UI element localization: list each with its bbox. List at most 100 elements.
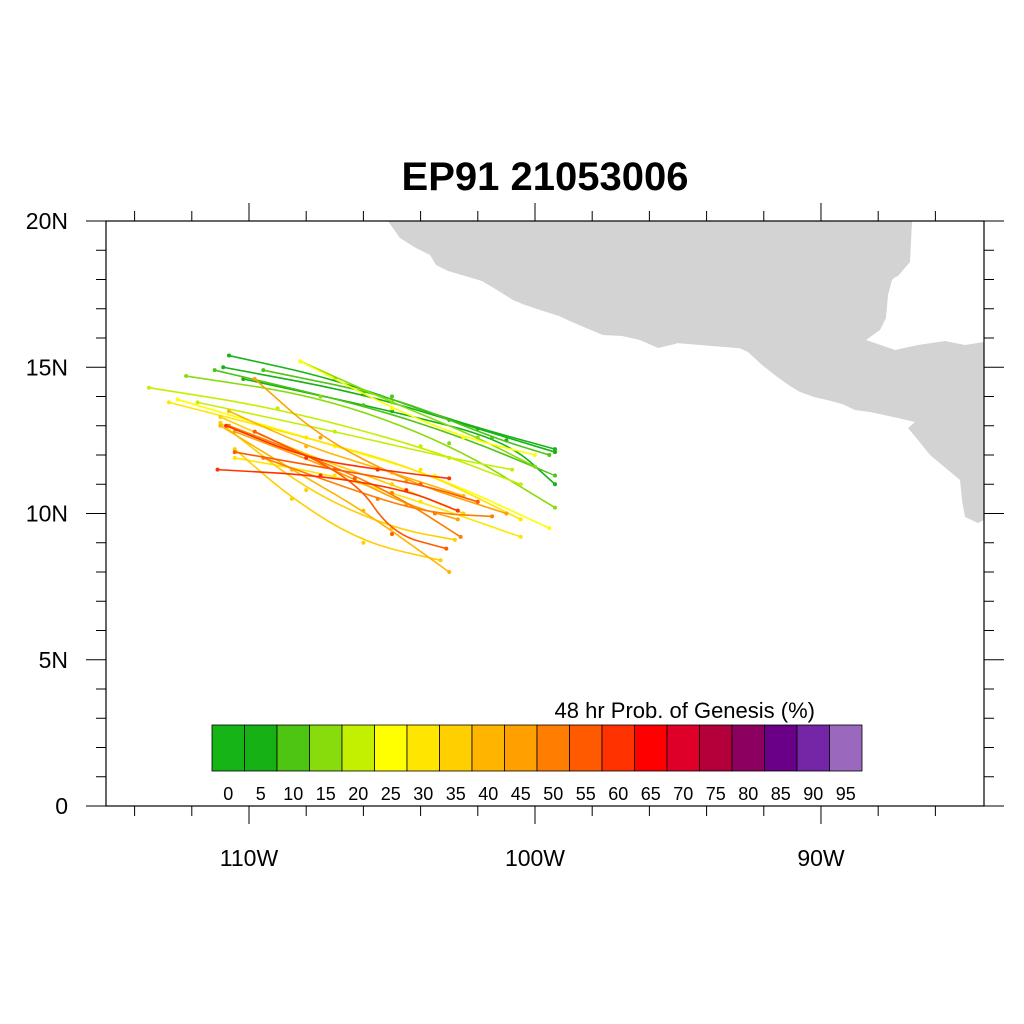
colorbar-box xyxy=(699,724,733,772)
colorbar-label: 45 xyxy=(511,784,531,804)
storm-track-point xyxy=(490,514,495,519)
storm-track-line xyxy=(219,425,450,573)
storm-track-point xyxy=(553,447,558,452)
storm-track-point xyxy=(475,499,480,504)
y-tick-label: 5N xyxy=(39,647,68,673)
x-tick-label: 100W xyxy=(505,845,565,871)
storm-track-line xyxy=(234,457,521,538)
storm-track-point xyxy=(547,526,552,531)
storm-track-point xyxy=(175,397,180,402)
storm-track-line xyxy=(300,360,536,456)
storm-track-point xyxy=(375,496,380,501)
storm-track-point xyxy=(226,353,231,358)
storm-track-point xyxy=(518,517,523,522)
colorbar-box xyxy=(666,724,700,772)
colorbar-box xyxy=(829,724,863,772)
x-tick-label: 110W xyxy=(220,845,279,871)
colorbar-box xyxy=(374,724,408,772)
colorbar-label: 35 xyxy=(446,784,466,804)
axis-ticks xyxy=(86,203,1004,824)
storm-track-point xyxy=(475,426,480,431)
storm-track-point xyxy=(455,517,460,522)
colorbar-label: 70 xyxy=(673,784,693,804)
land-layer xyxy=(388,221,984,523)
y-axis-labels: 0 5N 10N 15N 20N xyxy=(26,208,68,819)
storm-track-point xyxy=(444,546,449,551)
storm-track-point xyxy=(455,508,460,513)
storm-track-line xyxy=(197,401,513,471)
land-mexico-mainland-coast xyxy=(388,221,870,350)
storm-track-point xyxy=(218,423,223,428)
storm-track-point xyxy=(418,467,423,472)
storm-track-point xyxy=(361,508,366,513)
storm-track-point xyxy=(304,488,309,493)
land-yucatan-peninsula xyxy=(798,221,912,282)
storm-track-line xyxy=(225,425,450,480)
storm-track-point xyxy=(318,435,323,440)
storm-track-point xyxy=(232,455,237,460)
storm-track-point xyxy=(361,540,366,545)
storm-track-line xyxy=(168,401,522,521)
storm-track-point xyxy=(389,531,394,536)
storm-track-point xyxy=(458,534,463,539)
storm-track-point xyxy=(232,429,237,434)
storm-track-point xyxy=(304,444,309,449)
storm-track-point xyxy=(547,453,552,457)
storm-track-line xyxy=(214,369,556,477)
colorbar-label: 10 xyxy=(283,784,303,804)
colorbar-box xyxy=(634,724,668,772)
storm-track-point xyxy=(490,435,495,440)
storm-track-point xyxy=(518,534,523,539)
storm-track-point xyxy=(510,467,515,472)
storm-track-point xyxy=(261,368,266,373)
storm-track-point xyxy=(418,499,423,504)
storm-track-point xyxy=(332,429,337,434)
storm-track-point xyxy=(318,473,323,478)
storm-track-point xyxy=(418,482,423,487)
storm-track-point xyxy=(298,359,303,364)
x-tick-label: 90W xyxy=(797,845,845,871)
storm-track-point xyxy=(275,406,280,411)
colorbar-box xyxy=(536,724,570,772)
colorbar-label: 20 xyxy=(348,784,368,804)
storm-track-point xyxy=(452,537,457,542)
colorbar-box xyxy=(569,724,603,772)
storm-track-line xyxy=(300,360,536,468)
x-axis-labels: 110W 100W 90W xyxy=(220,845,845,871)
storm-track-line xyxy=(254,430,447,550)
storm-track-point xyxy=(252,429,257,434)
storm-track-point xyxy=(218,420,223,425)
storm-track-point xyxy=(195,400,200,405)
storm-track-line xyxy=(254,378,507,515)
colorbar-box xyxy=(341,724,375,772)
storm-track-point xyxy=(289,496,294,501)
y-tick-label: 20N xyxy=(26,208,68,234)
colorbar-label: 55 xyxy=(576,784,596,804)
storm-track-point xyxy=(375,467,380,472)
colorbar-label: 95 xyxy=(836,784,856,804)
storm-track-point xyxy=(332,473,337,478)
colorbar-label: 15 xyxy=(316,784,336,804)
colorbar-label: 75 xyxy=(706,784,726,804)
storm-track-line xyxy=(217,468,459,512)
colorbar-label: 0 xyxy=(223,784,233,804)
storm-track-point xyxy=(304,435,309,440)
storm-track-line xyxy=(219,422,456,541)
storm-track-point xyxy=(532,464,537,469)
storm-track-line xyxy=(228,410,464,497)
colorbar-box xyxy=(504,724,538,772)
colorbar-boxes xyxy=(211,724,863,772)
storm-track-point xyxy=(166,400,171,405)
colorbar-box xyxy=(211,724,245,772)
colorbar-title: 48 hr Prob. of Genesis (%) xyxy=(555,698,815,723)
storm-track-line xyxy=(228,425,462,538)
colorbar-label: 50 xyxy=(543,784,563,804)
storm-track-line xyxy=(263,369,550,456)
storm-track-point xyxy=(518,482,523,487)
storm-track-point xyxy=(212,368,217,373)
colorbar-box xyxy=(796,724,830,772)
storm-track-point xyxy=(553,473,558,478)
storm-track-point xyxy=(361,403,366,408)
storm-track-point xyxy=(461,435,466,440)
colorbar-label: 40 xyxy=(478,784,498,804)
